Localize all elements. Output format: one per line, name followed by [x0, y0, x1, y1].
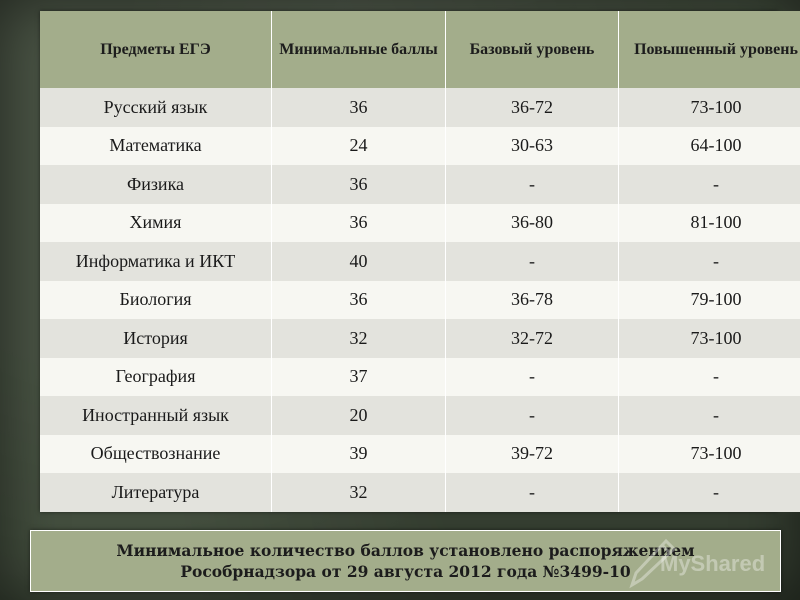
footnote-line-1: Минимальное количество баллов установлен… [116, 541, 695, 560]
header-subjects: Предметы ЕГЭ [40, 11, 272, 88]
table-row: Математика 24 30-63 64-100 [40, 126, 800, 165]
table-row: Литература 32- - [40, 473, 800, 512]
footnote-box: Минимальное количество баллов установлен… [30, 530, 781, 592]
table-header-row: Предметы ЕГЭ Минимальные баллы Базовый у… [40, 11, 800, 88]
cell-advanced-level: 73-100 [690, 96, 742, 117]
header-min-score: Минимальные баллы [271, 11, 446, 88]
cell-advanced-level: - [713, 404, 719, 425]
cell-min-score: 32 [271, 473, 446, 512]
cell-advanced-level: 73-100 [690, 327, 742, 348]
cell-min-score: 36 [271, 203, 446, 242]
cell-advanced-level: - [713, 366, 719, 387]
cell-advanced-level: - [713, 250, 719, 271]
cell-min-score: 24 [271, 126, 446, 165]
cell-basic-level: - [445, 357, 619, 396]
cell-basic-level: 36-72 [445, 88, 619, 127]
cell-basic-level: 39-72 [445, 434, 619, 473]
cell-subject: История [40, 319, 272, 358]
cell-min-score: 32 [271, 319, 446, 358]
cell-min-score: 20 [271, 396, 446, 435]
cell-advanced-level: 73-100 [690, 443, 742, 464]
cell-min-score: 36 [271, 88, 446, 127]
cell-basic-level: 32-72 [445, 319, 619, 358]
table-row: История 32 32-72 73-100 [40, 319, 800, 358]
cell-basic-level: 30-63 [445, 126, 619, 165]
cell-min-score: 39 [271, 434, 446, 473]
cell-min-score: 36 [271, 280, 446, 319]
table-row: Иностранный язык 20- - [40, 396, 800, 435]
cell-advanced-level: 81-100 [690, 212, 742, 233]
cell-subject: Информатика и ИКТ [40, 242, 272, 281]
footnote-line-2: Рособрнадзора от 29 августа 2012 года №3… [180, 562, 631, 581]
footnote-text: Минимальное количество баллов установлен… [31, 540, 780, 582]
cell-advanced-level: - [713, 481, 719, 502]
table-row: Русский язык 36 36-72 73-100 [40, 88, 800, 127]
header-advanced-level: Повышенный уровень [634, 40, 798, 58]
cell-basic-level: - [445, 473, 619, 512]
cell-subject: Математика [40, 126, 272, 165]
cell-subject: География [40, 357, 272, 396]
cell-basic-level: - [445, 396, 619, 435]
cell-subject: Русский язык [40, 88, 272, 127]
cell-subject: Иностранный язык [40, 396, 272, 435]
cell-subject: Обществознание [40, 434, 272, 473]
ege-scores-table: Предметы ЕГЭ Минимальные баллы Базовый у… [40, 11, 800, 512]
cell-advanced-level: - [713, 173, 719, 194]
cell-min-score: 36 [271, 165, 446, 204]
cell-min-score: 40 [271, 242, 446, 281]
header-basic-level: Базовый уровень [445, 11, 619, 88]
cell-advanced-level: 79-100 [690, 289, 742, 310]
cell-basic-level: 36-78 [445, 280, 619, 319]
table-row: Физика 36- - [40, 165, 800, 204]
cell-advanced-level: 64-100 [690, 135, 742, 156]
table-row: Биология 36 36-78 79-100 [40, 280, 800, 319]
cell-subject: Физика [40, 165, 272, 204]
cell-subject: Химия [40, 203, 272, 242]
cell-basic-level: - [445, 242, 619, 281]
table-row: Информатика и ИКТ 40- - [40, 242, 800, 281]
cell-subject: Литература [40, 473, 272, 512]
scores-table: Предметы ЕГЭ Минимальные баллы Базовый у… [40, 11, 800, 512]
table-row: Химия 36 36-80 81-100 [40, 203, 800, 242]
cell-basic-level: - [445, 165, 619, 204]
table-row: Обществознание 39 39-72 73-100 [40, 434, 800, 473]
cell-min-score: 37 [271, 357, 446, 396]
table-row: География 37- - [40, 357, 800, 396]
cell-subject: Биология [40, 280, 272, 319]
cell-basic-level: 36-80 [445, 203, 619, 242]
table-body: Русский язык 36 36-72 73-100 Математика 24 30-… [40, 88, 800, 512]
